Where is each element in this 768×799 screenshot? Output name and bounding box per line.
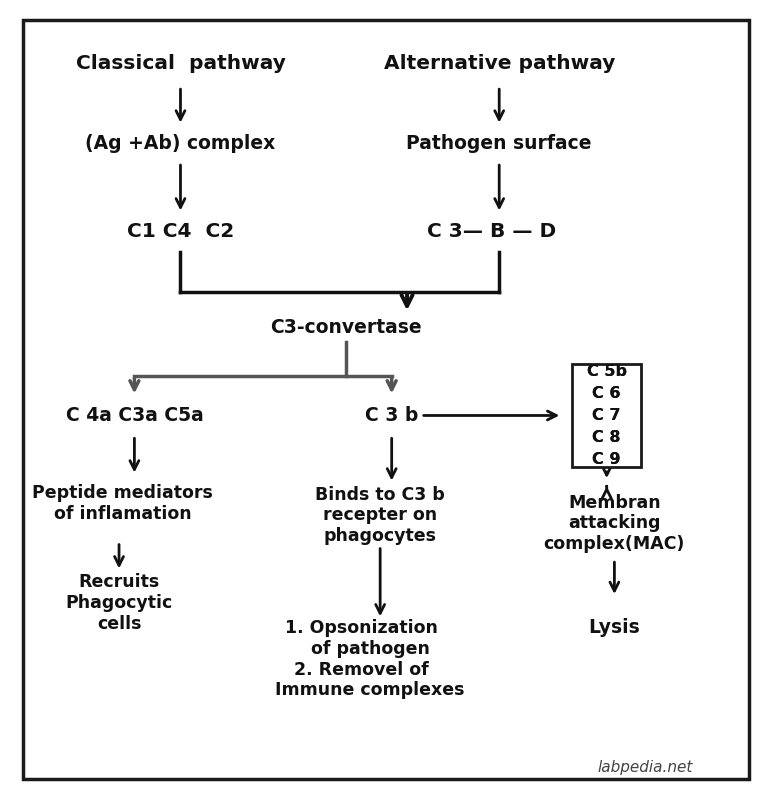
Text: Membran
attacking
complex(MAC): Membran attacking complex(MAC) — [544, 494, 685, 553]
Text: C 5b
C 6
C 7
C 8
C 9: C 5b C 6 C 7 C 8 C 9 — [587, 364, 627, 467]
Text: 1. Opsonization
   of pathogen
2. Removel of
   Immune complexes: 1. Opsonization of pathogen 2. Removel o… — [257, 619, 465, 699]
Text: Binds to C3 b
recepter on
phagocytes: Binds to C3 b recepter on phagocytes — [316, 486, 445, 545]
Text: C 5b
C 6
C 7
C 8
C 9: C 5b C 6 C 7 C 8 C 9 — [587, 364, 627, 467]
Text: C 4a C3a C5a: C 4a C3a C5a — [65, 406, 204, 425]
Text: C 3 b: C 3 b — [365, 406, 419, 425]
Text: Recruits
Phagocytic
cells: Recruits Phagocytic cells — [65, 574, 173, 633]
Text: C 3— B — D: C 3— B — D — [427, 222, 556, 241]
Text: Pathogen surface: Pathogen surface — [406, 134, 592, 153]
Bar — [572, 364, 641, 467]
Text: C3-convertase: C3-convertase — [270, 318, 422, 337]
Text: Peptide mediators
of inflamation: Peptide mediators of inflamation — [32, 484, 214, 523]
Text: Classical  pathway: Classical pathway — [75, 54, 286, 74]
Text: Alternative pathway: Alternative pathway — [383, 54, 615, 74]
Text: Lysis: Lysis — [588, 618, 641, 637]
Text: (Ag +Ab) complex: (Ag +Ab) complex — [85, 134, 276, 153]
Text: labpedia.net: labpedia.net — [598, 760, 693, 774]
Text: C1 C4  C2: C1 C4 C2 — [127, 222, 234, 241]
